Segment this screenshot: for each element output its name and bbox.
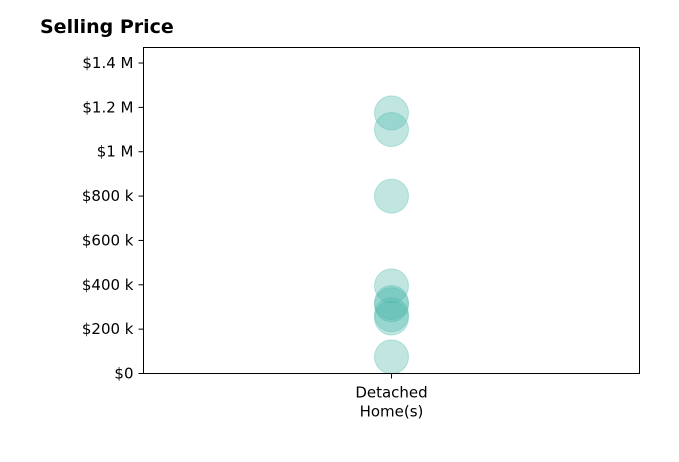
data-point xyxy=(374,178,409,214)
data-point xyxy=(374,112,409,148)
y-tick-label: $400 k xyxy=(82,276,134,294)
y-tick-label: $600 k xyxy=(82,231,134,249)
y-tick-label: $0 xyxy=(114,365,133,383)
data-point xyxy=(374,95,409,131)
y-tick-label: $1.4 M xyxy=(82,54,133,72)
y-tick-label: $1 M xyxy=(97,143,134,161)
x-tick-label: Detached xyxy=(355,384,427,402)
data-point xyxy=(374,297,409,333)
data-point xyxy=(374,285,409,321)
data-point xyxy=(374,300,409,336)
y-tick-label: $1.2 M xyxy=(82,98,133,116)
data-points xyxy=(374,95,409,375)
y-tick-label: $800 k xyxy=(82,187,134,205)
plot-frame xyxy=(143,47,640,374)
data-point xyxy=(374,268,409,304)
x-tick-label: Home(s) xyxy=(360,403,424,421)
data-point xyxy=(374,287,409,323)
chart-title: Selling Price xyxy=(40,16,174,38)
data-point xyxy=(374,339,409,375)
y-tick-label: $200 k xyxy=(82,320,134,338)
y-axis: $0 $200 k $400 k $600 k $800 k $1 M $1.2 M $1.4… xyxy=(82,54,144,383)
